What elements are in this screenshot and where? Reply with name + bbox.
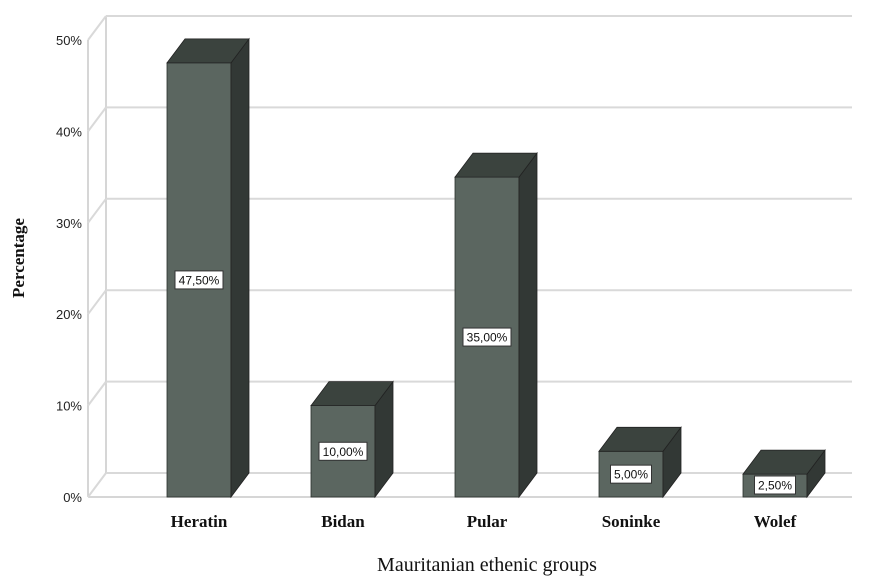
data-label-text: 10,00%	[323, 445, 364, 459]
bar-top	[454, 152, 538, 178]
bar: 47,50%	[166, 37, 250, 499]
gridline-diagonal	[87, 472, 107, 498]
gridline-diagonal	[87, 381, 107, 407]
data-label: 35,00%	[462, 327, 512, 347]
x-category-label: Bidan	[321, 512, 365, 531]
gridline-diagonal	[87, 289, 107, 315]
gridline-diagonal	[87, 15, 107, 41]
gridline-diagonal	[87, 106, 107, 132]
gridline-diagonal	[87, 198, 107, 224]
data-label: 5,00%	[610, 464, 652, 484]
bar: 2,50%	[742, 448, 826, 499]
bar-side	[230, 37, 250, 499]
x-category-label: Heratin	[171, 512, 228, 531]
x-axis-categories: Heratin Bidan Pular Soninke Wolef	[171, 512, 797, 531]
data-label-box	[462, 327, 512, 347]
y-axis-ticks: 0% 10% 20% 30% 40% 50%	[56, 33, 82, 505]
data-label: 2,50%	[754, 475, 796, 495]
bar: 5,00%	[598, 426, 682, 499]
x-axis-title: Mauritanian ethenic groups	[377, 554, 597, 576]
bar-top	[598, 426, 682, 452]
data-label-box	[610, 464, 652, 484]
bars: 47,50% 10,00% 35,00% 5,00% 2,50%	[166, 37, 826, 499]
bar: 10,00%	[310, 380, 394, 499]
data-label-text: 5,00%	[614, 468, 648, 482]
y-tick-label: 40%	[56, 124, 82, 139]
y-tick-label: 30%	[56, 216, 82, 231]
data-label-text: 35,00%	[467, 331, 508, 345]
bar: 35,00%	[454, 151, 538, 499]
y-tick-label: 50%	[56, 33, 82, 48]
data-label-box	[318, 441, 368, 461]
x-category-label: Soninke	[602, 512, 661, 531]
y-tick-label: 10%	[56, 399, 82, 414]
x-category-label: Pular	[467, 512, 508, 531]
data-label-text: 47,50%	[179, 273, 220, 287]
data-label: 47,50%	[174, 270, 224, 290]
data-label-text: 2,50%	[758, 479, 792, 493]
bar-top	[310, 381, 394, 407]
bar-top	[166, 38, 250, 64]
data-label: 10,00%	[318, 441, 368, 461]
bar-top	[742, 449, 826, 475]
bar-side	[518, 151, 538, 499]
data-label-box	[174, 270, 224, 290]
y-tick-label: 0%	[63, 490, 82, 505]
y-tick-label: 20%	[56, 307, 82, 322]
y-axis-title: Percentage	[9, 218, 28, 298]
data-label-box	[754, 475, 796, 495]
x-category-label: Wolef	[754, 512, 797, 531]
